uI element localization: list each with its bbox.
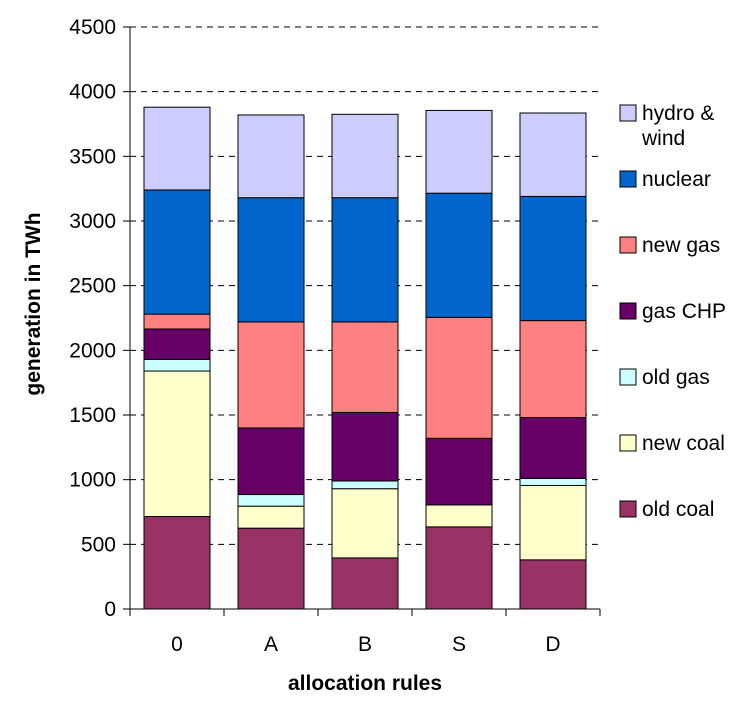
- bar-segment: [425, 109, 493, 194]
- bar-segment: [237, 527, 305, 610]
- bar-segment: [519, 559, 587, 610]
- bar-segment: [331, 557, 399, 610]
- bar-segment: [143, 370, 211, 518]
- bar-segment: [331, 113, 399, 199]
- legend-label: hydro & wind: [641, 102, 714, 150]
- legend-swatch: [619, 104, 637, 122]
- bar-segment: [143, 328, 211, 360]
- y-tick-labels: 0 500 1000 1500 2000 2500 3000 3500 4000 4500: [69, 16, 116, 621]
- bar-segment: [237, 321, 305, 429]
- bar-segment: [237, 505, 305, 529]
- bar-segment: [143, 106, 211, 191]
- legend-swatch: [619, 500, 637, 518]
- y-axis-title: generation in TWh: [22, 212, 45, 395]
- bar-segment: [425, 504, 493, 528]
- bar-segment: [143, 313, 211, 330]
- x-tick-labels: 0 A B S D: [171, 633, 560, 656]
- x-tick-label: B: [358, 633, 372, 656]
- y-tick-label: 2000: [69, 339, 116, 362]
- axes: [123, 26, 601, 616]
- legend-label: nuclear: [642, 168, 711, 191]
- bar-segment: [519, 320, 587, 419]
- bar-segment: [143, 189, 211, 315]
- x-axis-title: allocation rules: [288, 672, 442, 695]
- y-tick-label: 500: [81, 533, 116, 556]
- legend-swatch: [619, 170, 637, 188]
- bar-segment: [425, 316, 493, 439]
- bar-segment: [519, 417, 587, 479]
- bar-segment: [519, 112, 587, 197]
- bar-segment: [143, 358, 211, 372]
- y-tick-label: 4000: [69, 81, 116, 104]
- legend-label: old gas: [642, 366, 710, 389]
- y-tick-label: 3500: [69, 145, 116, 168]
- x-tick-label: 0: [171, 633, 183, 656]
- bar-segment: [519, 195, 587, 322]
- y-tick-label: 3000: [69, 210, 116, 233]
- legend-swatch: [619, 368, 637, 386]
- bar-segment: [237, 114, 305, 199]
- bar-segment: [237, 197, 305, 323]
- bar-segment: [519, 477, 587, 486]
- bar-segment: [331, 321, 399, 413]
- bar-segment: [237, 494, 305, 507]
- legend-label: new gas: [642, 234, 720, 257]
- legend-swatch: [619, 302, 637, 320]
- bar-segment: [425, 192, 493, 318]
- y-tick-label: 1000: [69, 469, 116, 492]
- legend: hydro & wind nuclear new gas gas CHP old gas n…: [619, 102, 726, 521]
- bar-segment: [237, 427, 305, 496]
- x-tick-label: S: [452, 633, 466, 656]
- bar-segment: [331, 411, 399, 482]
- bar-segment: [331, 488, 399, 559]
- bar-segment: [331, 197, 399, 323]
- bar-segment: [519, 484, 587, 561]
- bars: [143, 106, 587, 610]
- x-tick-label: D: [545, 633, 560, 656]
- legend-swatch: [619, 236, 637, 254]
- bar-segment: [143, 516, 211, 610]
- bar-segment: [425, 526, 493, 610]
- legend-label: new coal: [642, 432, 725, 455]
- x-tick-label: A: [264, 633, 278, 656]
- y-tick-label: 0: [104, 598, 116, 621]
- legend-swatch: [619, 434, 637, 452]
- y-tick-label: 1500: [69, 404, 116, 427]
- bar-segment: [331, 480, 399, 490]
- legend-label: gas CHP: [642, 300, 726, 323]
- y-tick-label: 2500: [69, 275, 116, 298]
- legend-label: old coal: [642, 498, 714, 521]
- bar-segment: [425, 437, 493, 506]
- y-tick-label: 4500: [69, 16, 116, 39]
